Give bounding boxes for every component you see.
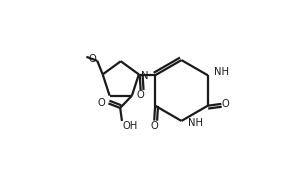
Text: O: O <box>150 121 158 131</box>
Text: NH: NH <box>188 118 203 128</box>
Text: N: N <box>141 71 149 81</box>
Text: O: O <box>97 98 105 108</box>
Text: OH: OH <box>122 121 138 131</box>
Text: O: O <box>222 99 229 109</box>
Text: O: O <box>89 54 97 64</box>
Text: NH: NH <box>214 67 229 77</box>
Text: O: O <box>137 90 145 100</box>
